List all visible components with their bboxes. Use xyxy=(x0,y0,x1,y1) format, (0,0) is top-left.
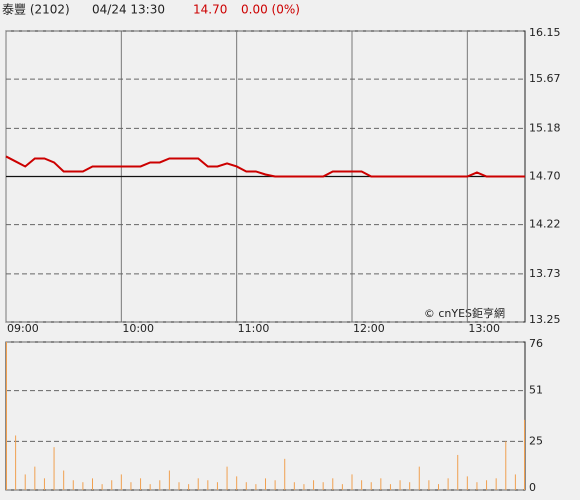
time: 04/24 13:30 xyxy=(92,3,165,17)
x-tick-label: 10:00 xyxy=(122,322,154,335)
watermark: © cnYES鉅亨網 xyxy=(424,306,505,320)
price-line xyxy=(5,155,525,178)
change: 0.00 (0%) xyxy=(241,3,300,17)
y-tick-label: 13.73 xyxy=(529,267,561,280)
y-tick-label: 13.25 xyxy=(529,313,561,326)
y-tick-label: 15.18 xyxy=(529,121,561,134)
volume-panel xyxy=(5,341,526,491)
y-tick-label: 25 xyxy=(529,434,543,447)
stock-name: 泰豐 (2102) xyxy=(2,3,70,17)
y-tick-label: 51 xyxy=(529,384,543,397)
x-tick-label: 13:00 xyxy=(468,322,500,335)
y-tick-label: 15.67 xyxy=(529,72,561,85)
y-tick-label: 0 xyxy=(529,481,536,494)
x-tick-label: 12:00 xyxy=(353,322,385,335)
x-tick-label: 09:00 xyxy=(7,322,39,335)
x-tick-label: 11:00 xyxy=(238,322,270,335)
price: 14.70 xyxy=(193,3,227,17)
y-tick-label: 14.22 xyxy=(529,218,561,231)
y-tick-label: 76 xyxy=(529,337,543,350)
y-tick-label: 16.15 xyxy=(529,26,561,39)
y-tick-label: 14.70 xyxy=(529,170,561,183)
